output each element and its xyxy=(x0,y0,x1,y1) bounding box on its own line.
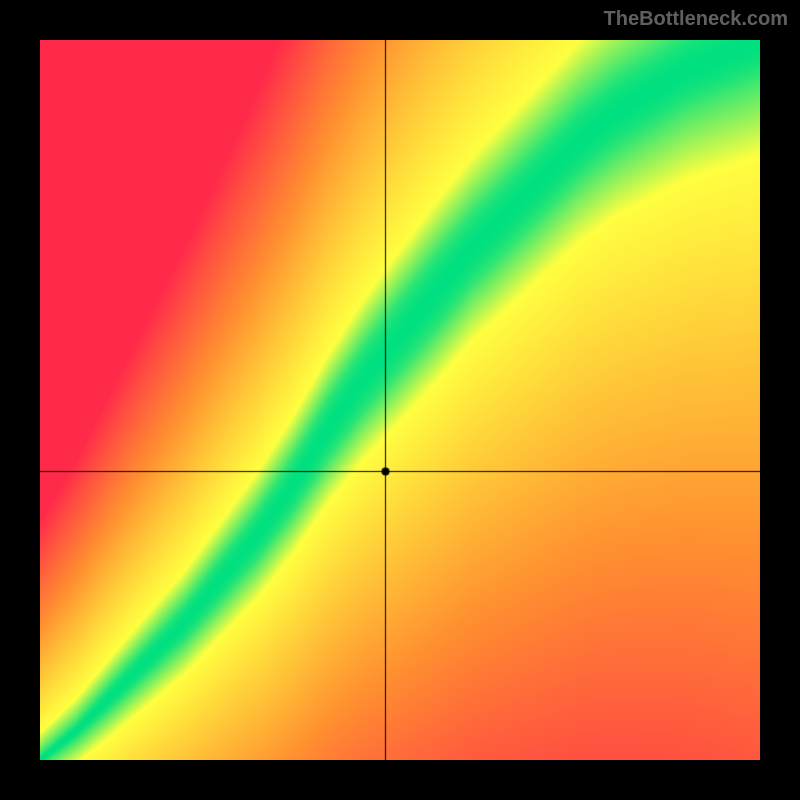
heatmap-canvas xyxy=(40,40,760,760)
bottleneck-heatmap xyxy=(40,40,760,760)
watermark-text: TheBottleneck.com xyxy=(604,8,788,31)
